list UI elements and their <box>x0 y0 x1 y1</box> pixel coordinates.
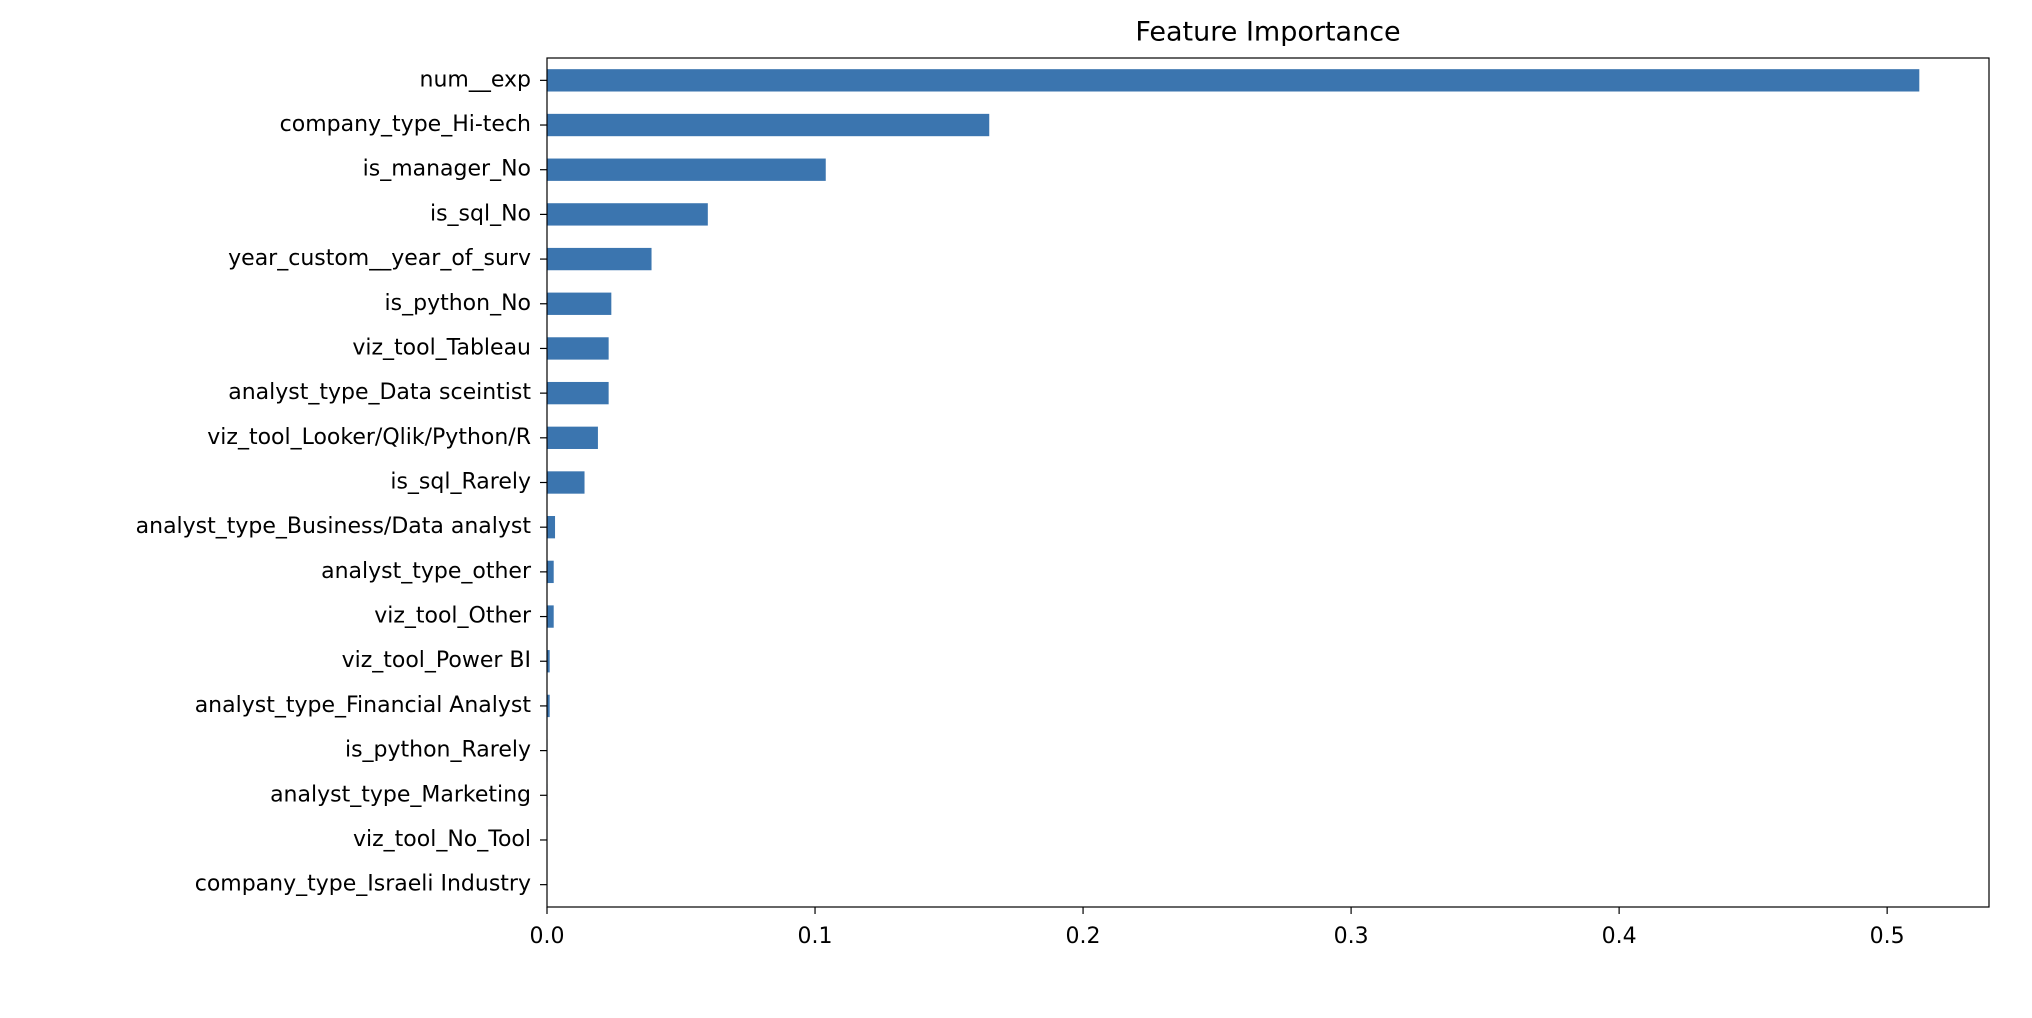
y-tick-label: company_type_Israeli Industry <box>195 872 531 897</box>
chart-title: Feature Importance <box>1135 17 1400 48</box>
y-tick-label: viz_tool_Other <box>374 604 532 629</box>
y-tick-label: is_sql_Rarely <box>390 470 531 495</box>
bar <box>547 560 554 584</box>
y-tick-label: viz_tool_Tableau <box>352 335 531 360</box>
bar <box>547 516 556 539</box>
bar <box>547 292 612 315</box>
y-tick-label: analyst_type_other <box>321 559 532 584</box>
bar <box>547 337 609 360</box>
y-tick-label: year_custom__year_of_surv <box>228 246 531 271</box>
y-tick-label: num__exp <box>420 67 531 92</box>
bar <box>547 605 554 628</box>
x-tick-label: 0.1 <box>798 924 833 949</box>
bar <box>547 650 550 673</box>
x-tick-label: 0.2 <box>1066 924 1101 949</box>
y-tick-label: company_type_Hi-tech <box>280 112 531 137</box>
bar <box>547 69 1920 92</box>
plot-frame <box>546 57 1990 908</box>
x-tick-label: 0.3 <box>1334 924 1369 949</box>
bar <box>547 247 652 271</box>
x-tick-label: 0.0 <box>530 924 565 949</box>
x-tick-label: 0.4 <box>1602 924 1637 949</box>
y-tick-label: analyst_type_Financial Analyst <box>195 693 532 718</box>
bar <box>547 381 609 405</box>
y-tick-label: analyst_type_Business/Data analyst <box>136 514 532 539</box>
y-tick-label: is_sql_No <box>430 201 531 226</box>
y-tick-label: is_manager_No <box>363 157 531 182</box>
bar <box>547 203 708 226</box>
y-tick-label: analyst_type_Data sceintist <box>228 380 531 405</box>
y-tick-label: viz_tool_Power BI <box>342 648 531 673</box>
bar <box>547 426 598 449</box>
y-tick-label: viz_tool_Looker/Qlik/Python/R <box>207 425 531 450</box>
bar <box>547 113 990 137</box>
y-tick-label: analyst_type_Marketing <box>270 782 531 807</box>
y-tick-label: viz_tool_No_Tool <box>353 827 531 852</box>
y-tick-label: is_python_Rarely <box>345 738 531 763</box>
bar <box>547 694 550 718</box>
bar <box>547 471 585 494</box>
bar <box>547 158 826 181</box>
y-tick-label: is_python_No <box>385 291 531 316</box>
x-tick-label: 0.5 <box>1870 924 1905 949</box>
